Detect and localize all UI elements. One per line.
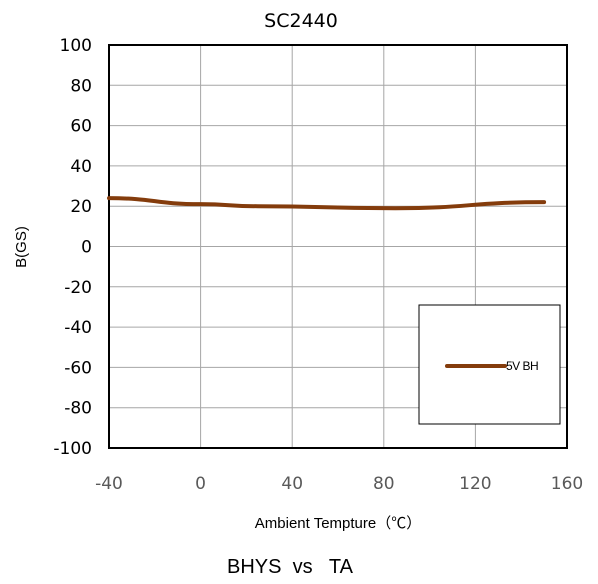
x-tick-label: 120 bbox=[459, 474, 491, 494]
legend-label-5v-bh: 5V BH bbox=[506, 359, 538, 373]
x-axis-tick-labels: -40 0 40 80 120 160 bbox=[95, 474, 583, 494]
y-tick-label: -80 bbox=[64, 399, 92, 419]
chart-title: SC2440 bbox=[264, 10, 338, 32]
y-tick-label: 60 bbox=[70, 117, 92, 137]
y-axis-title: B(GS) bbox=[13, 226, 30, 268]
y-tick-label: 20 bbox=[70, 197, 92, 217]
x-tick-label: -40 bbox=[95, 474, 123, 494]
y-tick-label: -60 bbox=[64, 358, 92, 378]
x-tick-label: 40 bbox=[281, 474, 303, 494]
y-axis-tick-labels: 100 80 60 40 20 0 -20 -40 -60 -80 -100 bbox=[53, 36, 92, 459]
y-tick-label: -100 bbox=[53, 439, 92, 459]
y-tick-label: 0 bbox=[81, 238, 92, 258]
y-tick-label: 80 bbox=[70, 76, 92, 96]
x-tick-label: 80 bbox=[373, 474, 395, 494]
series-line-5v-bh bbox=[107, 196, 547, 211]
x-tick-label: 160 bbox=[551, 474, 583, 494]
chart-caption: BHYS vs TA bbox=[227, 556, 354, 578]
legend: 5V BH bbox=[418, 304, 561, 425]
plot-area-border bbox=[108, 44, 568, 449]
y-tick-label: -20 bbox=[64, 278, 92, 298]
x-axis-title: Ambient Tempture（℃） bbox=[255, 515, 421, 532]
x-tick-label: 0 bbox=[195, 474, 206, 494]
y-tick-label: -40 bbox=[64, 318, 92, 338]
y-tick-label: 100 bbox=[60, 36, 92, 56]
y-tick-label: 40 bbox=[70, 157, 92, 177]
